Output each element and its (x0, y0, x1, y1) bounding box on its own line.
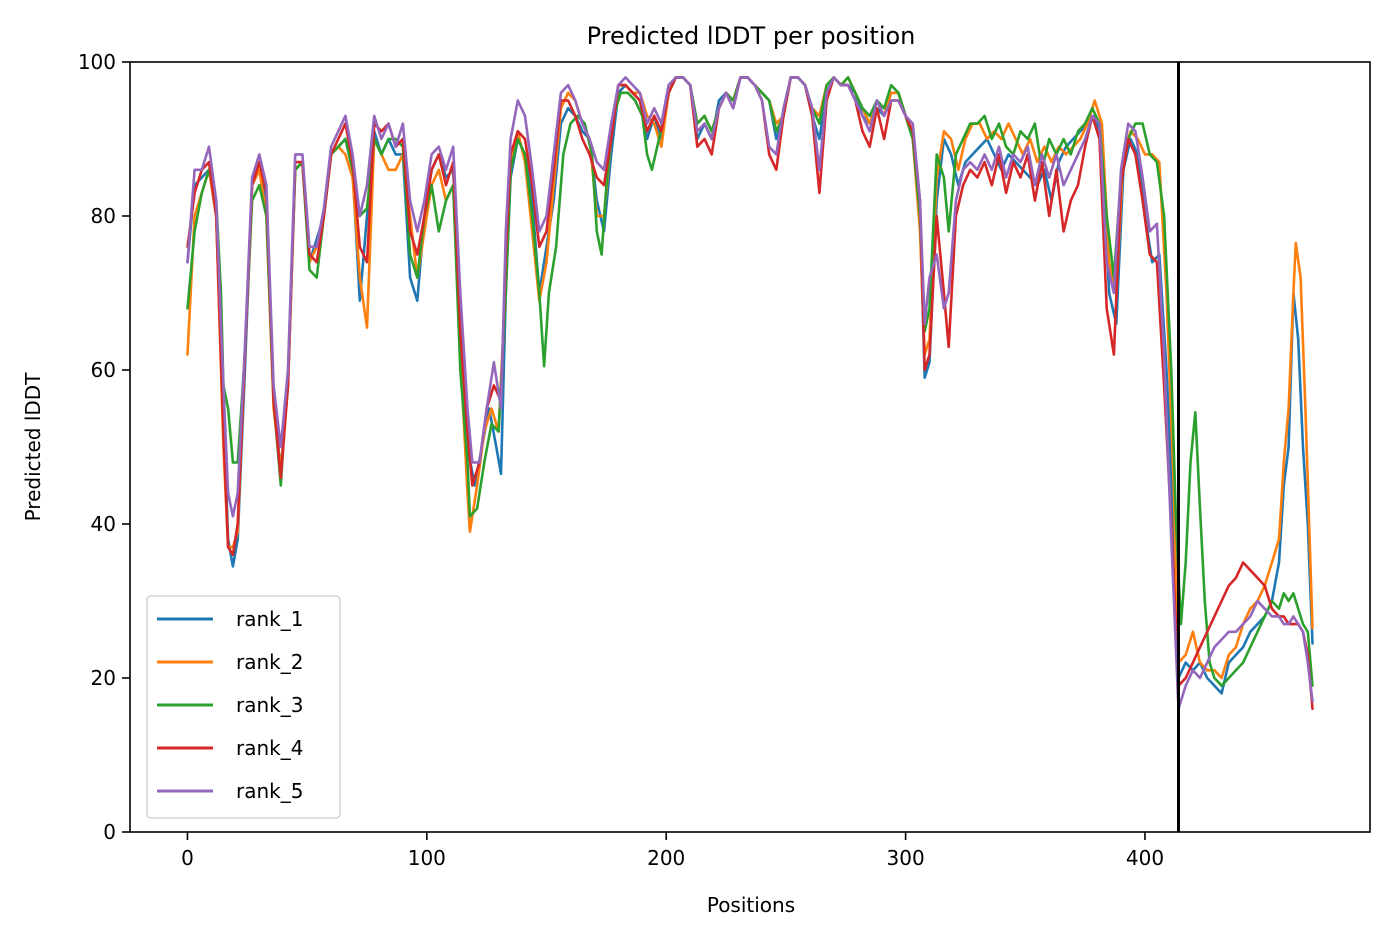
plot-area-series (186, 76, 1314, 711)
x-tick-label: 300 (887, 846, 925, 870)
y-axis-ticks: 0 20 40 60 80 100 (78, 50, 130, 844)
legend-label: rank_5 (236, 779, 303, 803)
y-tick-label: 40 (91, 512, 116, 536)
x-tick-label: 0 (181, 846, 194, 870)
y-axis-label: Predicted lDDT (21, 372, 45, 522)
legend-label: rank_4 (236, 736, 303, 760)
x-axis-label: Positions (707, 893, 795, 917)
series-line-rank-5 (186, 76, 1314, 711)
legend-label: rank_3 (236, 693, 303, 717)
legend-label: rank_2 (236, 650, 303, 674)
y-tick-label: 60 (91, 358, 116, 382)
plot-frame (129, 61, 1371, 833)
x-axis-ticks: 0 100 200 300 400 (181, 832, 1164, 870)
x-tick-label: 200 (647, 846, 685, 870)
legend-box (146, 595, 341, 819)
y-tick-label: 0 (103, 820, 116, 844)
y-tick-label: 80 (91, 204, 116, 228)
chart-title: Predicted lDDT per position (587, 22, 916, 50)
y-tick-label: 100 (78, 50, 116, 74)
legend-label: rank_1 (236, 607, 303, 631)
x-tick-label: 400 (1126, 846, 1164, 870)
y-tick-label: 20 (91, 666, 116, 690)
legend: rank_1 rank_2 rank_3 rank_4 rank_5 (146, 595, 341, 819)
x-tick-label: 100 (408, 846, 446, 870)
